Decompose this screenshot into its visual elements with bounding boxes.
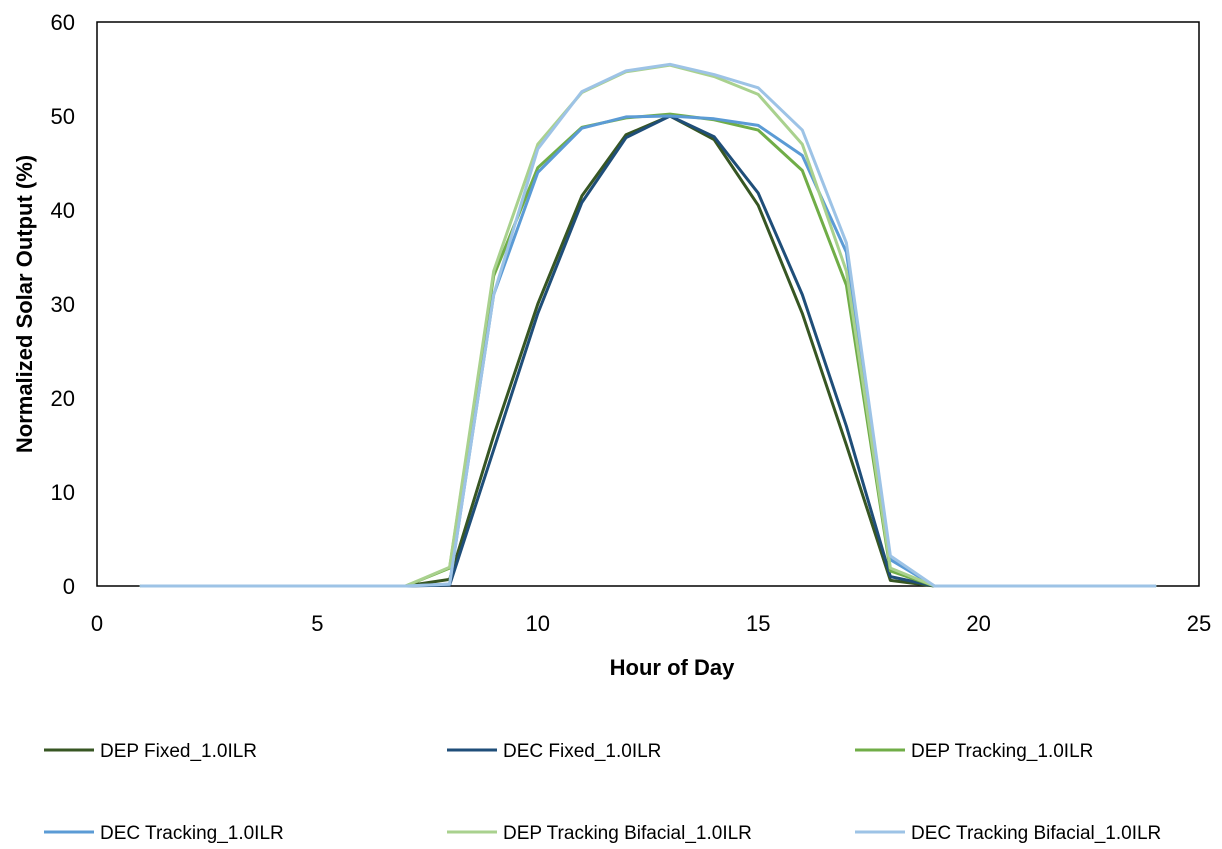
x-tick-label: 15: [746, 611, 770, 636]
x-tick-label: 5: [311, 611, 323, 636]
y-tick-label: 10: [51, 480, 75, 505]
legend: DEP Fixed_1.0ILR DEC Fixed_1.0ILR DEP Trac…: [44, 741, 1161, 844]
legend-label: DEC Tracking_1.0ILR: [100, 823, 284, 844]
y-tick-label: 20: [51, 386, 75, 411]
x-tick-label: 25: [1187, 611, 1211, 636]
legend-label: DEP Tracking_1.0ILR: [911, 741, 1093, 762]
y-tick-label: 30: [51, 292, 75, 317]
legend-label: DEC Tracking Bifacial_1.0ILR: [911, 823, 1161, 844]
series-line: [139, 62, 1157, 588]
y-axis-title: Normalized Solar Output (%): [12, 155, 37, 453]
y-axis-ticks: 0 10 20 30 40 50 60: [51, 10, 75, 599]
x-axis-ticks: 0 5 10 15 20 25: [91, 611, 1211, 636]
x-tick-label: 0: [91, 611, 103, 636]
y-tick-label: 0: [63, 574, 75, 599]
legend-label: DEP Tracking Bifacial_1.0ILR: [503, 823, 752, 844]
x-tick-label: 10: [526, 611, 550, 636]
y-tick-label: 40: [51, 198, 75, 223]
x-tick-label: 20: [966, 611, 990, 636]
plot-area: [96, 21, 1200, 587]
legend-label: DEP Fixed_1.0ILR: [100, 741, 257, 762]
y-tick-label: 60: [51, 10, 75, 35]
series-lines: [139, 62, 1157, 588]
x-axis-title: Hour of Day: [610, 655, 735, 680]
legend-label: DEC Fixed_1.0ILR: [503, 741, 661, 762]
y-tick-label: 50: [51, 104, 75, 129]
